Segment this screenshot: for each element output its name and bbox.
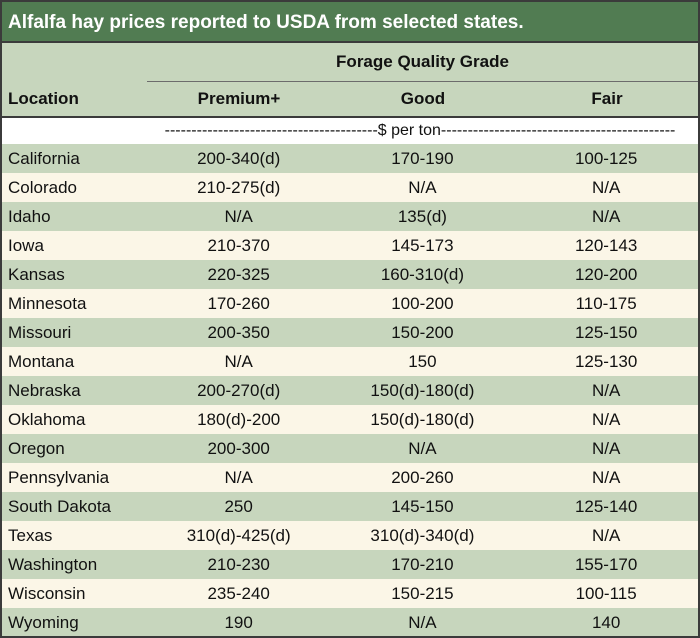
fair-cell: 155-170 (574, 555, 638, 574)
fair-cell: 140 (591, 613, 621, 632)
good-cell: N/A (408, 613, 437, 632)
good-cell: 200-260 (391, 468, 454, 487)
table-row: Texas 310(d)-425(d) 310(d)-340(d) N/A (2, 521, 698, 550)
fair-cell: N/A (591, 410, 621, 429)
location-cell: Washington (8, 555, 98, 574)
table-row: Minnesota 170-260 100-200 110-175 (2, 289, 698, 318)
fair-cell: N/A (591, 178, 621, 197)
premium-cell: N/A (224, 207, 253, 226)
premium-cell: 210-230 (207, 555, 270, 574)
fair-column-header: Fair (591, 89, 623, 108)
location-cell: Iowa (8, 236, 44, 255)
good-column-header: Good (400, 89, 446, 108)
good-cell: N/A (408, 439, 437, 458)
location-header: Location (8, 89, 79, 108)
premium-cell: 250 (224, 497, 253, 516)
good-cell: 135(d) (397, 207, 447, 226)
location-cell: California (8, 149, 80, 168)
good-cell: 150 (408, 352, 437, 371)
good-cell: 145-173 (391, 236, 454, 255)
premium-cell: 190 (224, 613, 253, 632)
good-cell: 310(d)-340(d) (370, 526, 475, 545)
good-cell: 100-200 (391, 294, 454, 313)
good-cell: 170-210 (391, 555, 454, 574)
premium-cell: 170-260 (207, 294, 270, 313)
location-cell: Montana (8, 352, 75, 371)
fair-cell: 120-143 (574, 236, 638, 255)
premium-cell: 220-325 (207, 265, 270, 284)
table-title: Alfalfa hay prices reported to USDA from… (2, 2, 698, 43)
premium-cell: 200-270(d) (197, 381, 281, 400)
table-row: Washington 210-230 170-210 155-170 (2, 550, 698, 579)
location-cell: Minnesota (8, 294, 87, 313)
location-cell: Wyoming (8, 613, 79, 632)
table-row: Iowa 210-370 145-173 120-143 (2, 231, 698, 260)
location-cell: Oregon (8, 439, 65, 458)
table-row: Colorado 210-275(d) N/A N/A (2, 173, 698, 202)
table-row: Nebraska 200-270(d) 150(d)-180(d) N/A (2, 376, 698, 405)
location-cell: Colorado (8, 178, 77, 197)
premium-cell: 200-340(d) (197, 149, 281, 168)
forage-quality-grade-header: Forage Quality Grade (147, 43, 698, 82)
fair-cell: N/A (591, 439, 621, 458)
table-row: Pennsylvania N/A 200-260 N/A (2, 463, 698, 492)
premium-column-header: Premium+ (197, 89, 281, 108)
table-row: Oregon 200-300 N/A N/A (2, 434, 698, 463)
good-cell: 150(d)-180(d) (370, 410, 475, 429)
good-cell: 150(d)-180(d) (370, 381, 475, 400)
fair-cell: N/A (591, 207, 621, 226)
table-row: Kansas 220-325 160-310(d) 120-200 (2, 260, 698, 289)
premium-cell: 210-370 (207, 236, 270, 255)
fair-cell: N/A (591, 526, 621, 545)
good-cell: N/A (408, 178, 437, 197)
fair-cell: 125-130 (574, 352, 638, 371)
fair-cell: 125-150 (574, 323, 638, 342)
location-cell: Oklahoma (8, 410, 86, 429)
good-cell: 160-310(d) (380, 265, 464, 284)
premium-cell: 235-240 (207, 584, 270, 603)
table-row: Oklahoma 180(d)-200 150(d)-180(d) N/A (2, 405, 698, 434)
premium-cell: 310(d)-425(d) (186, 526, 291, 545)
table-row: Idaho N/A 135(d) N/A (2, 202, 698, 231)
premium-cell: N/A (224, 352, 253, 371)
location-cell: Nebraska (8, 381, 81, 400)
table-header: Forage Quality Grade Location Premium+ G… (2, 43, 698, 118)
location-cell: Missouri (8, 323, 72, 342)
location-cell: Pennsylvania (8, 468, 110, 487)
good-cell: 170-190 (391, 149, 454, 168)
table-row: California 200-340(d) 170-190 100-125 (2, 144, 698, 173)
table-row: Montana N/A 150 125-130 (2, 347, 698, 376)
premium-cell: 180(d)-200 (197, 410, 281, 429)
fair-cell: N/A (591, 468, 621, 487)
fair-cell: 125-140 (574, 497, 638, 516)
location-cell: Idaho (8, 207, 51, 226)
location-cell: South Dakota (8, 497, 112, 516)
good-cell: 145-150 (391, 497, 454, 516)
table-row: Wisconsin 235-240 150-215 100-115 (2, 579, 698, 608)
fair-cell: 110-175 (575, 294, 637, 313)
fair-cell: 120-200 (574, 265, 638, 284)
table-row: Missouri 200-350 150-200 125-150 (2, 318, 698, 347)
premium-cell: 200-300 (207, 439, 270, 458)
table-row: Wyoming 190 N/A 140 (2, 608, 698, 636)
table-row: South Dakota 250 145-150 125-140 (2, 492, 698, 521)
fair-cell: N/A (591, 381, 621, 400)
good-cell: 150-200 (391, 323, 454, 342)
premium-cell: N/A (224, 468, 253, 487)
fair-cell: 100-115 (575, 584, 637, 603)
table-body: California 200-340(d) 170-190 100-125 Colora… (2, 144, 698, 636)
premium-cell: 200-350 (207, 323, 270, 342)
fair-cell: 100-125 (574, 149, 638, 168)
location-cell: Kansas (8, 265, 65, 284)
location-cell: Wisconsin (8, 584, 86, 603)
location-cell: Texas (8, 526, 53, 545)
good-cell: 150-215 (391, 584, 454, 603)
premium-cell: 210-275(d) (197, 178, 281, 197)
units-row: ----------------------------------------… (2, 118, 698, 144)
